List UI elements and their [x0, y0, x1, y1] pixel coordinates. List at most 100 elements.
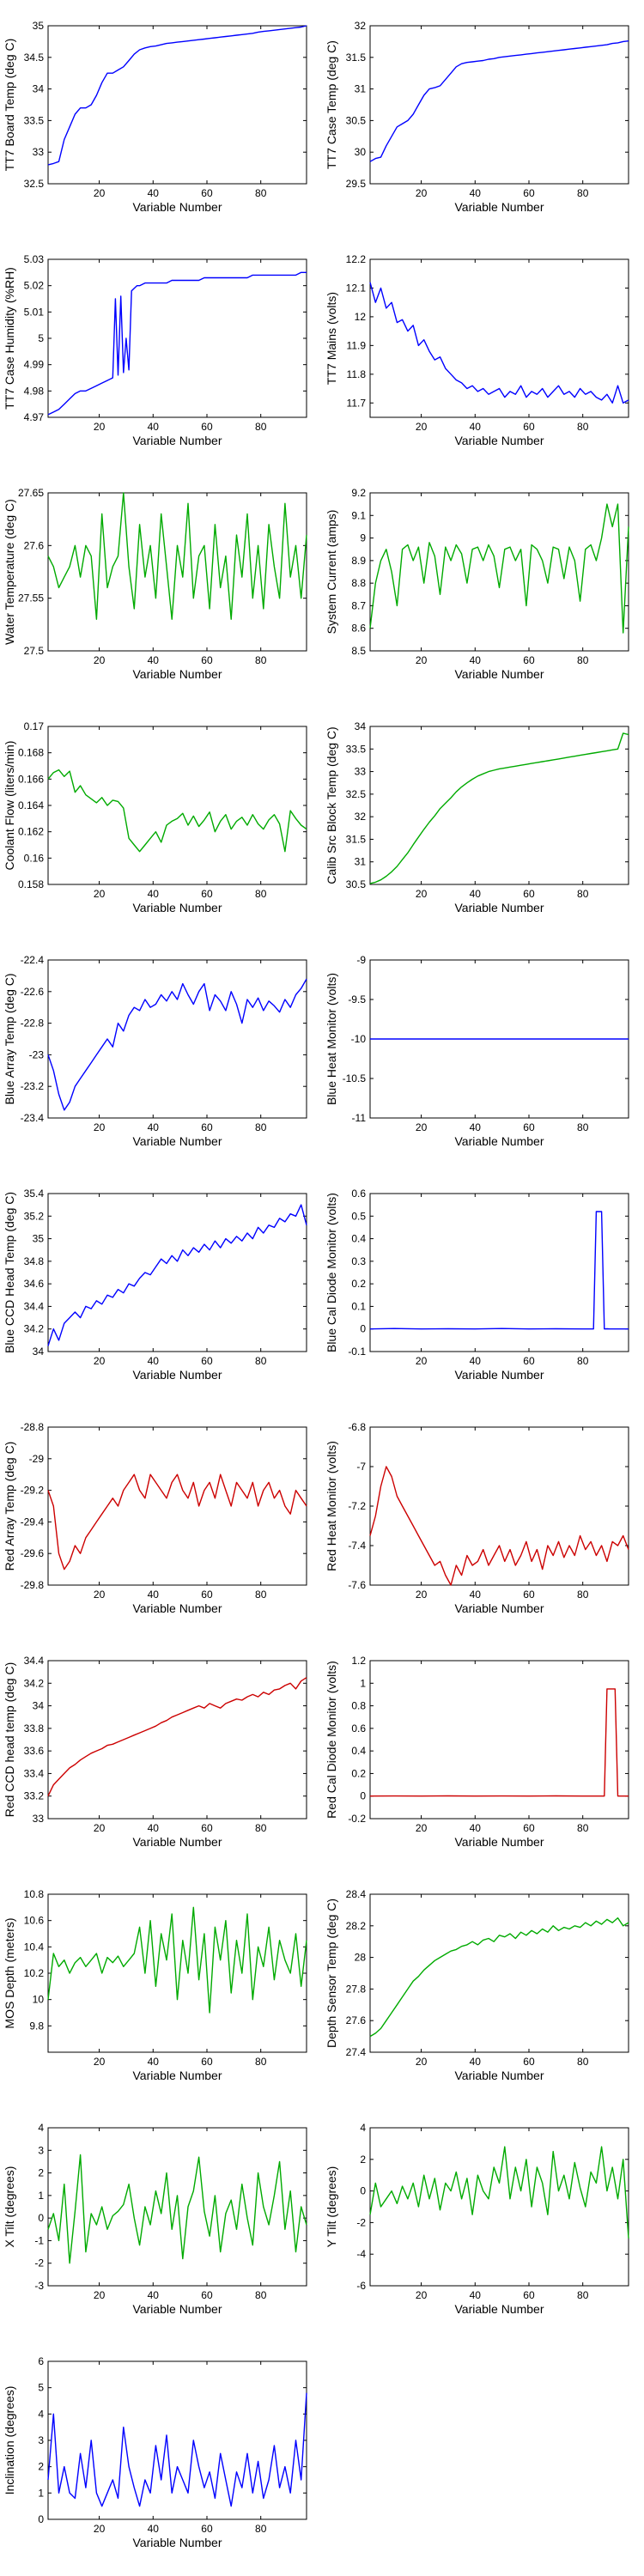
x-tick-label: 40	[148, 1121, 160, 1133]
x-tick-label: 80	[577, 654, 589, 666]
x-tick-label: 80	[577, 1822, 589, 1834]
x-tick-label: 40	[470, 2289, 482, 2301]
x-tick-label: 20	[94, 2523, 106, 2535]
y-tick-label: 33	[355, 766, 367, 778]
plot-area	[47, 1660, 307, 1820]
series-line	[47, 1677, 307, 1797]
line-chart: 20 40 60 80 0 1 2 3 4 5 6 Variable Number Inclinatio…	[3, 2355, 307, 2549]
line-chart: 20 40 60 80 29.5 30 30.5 31 31.5 32 Variable Numbe…	[325, 20, 629, 214]
y-tick-label: -23.2	[21, 1080, 45, 1092]
y-tick-label: 8.6	[351, 623, 366, 635]
x-tick-label: 20	[94, 888, 106, 900]
y-axis-label: Blue Heat Monitor (volts)	[325, 973, 338, 1105]
series-line	[369, 1688, 629, 1797]
y-tick-label: -9	[356, 954, 366, 966]
y-tick-label: 0	[360, 1323, 366, 1335]
y-axis-label: Calib Src Block Temp (deg C)	[325, 726, 338, 884]
y-tick-label: 34.4	[24, 1300, 45, 1312]
y-tick-label: 0.162	[18, 826, 44, 838]
plot-area	[369, 2127, 629, 2287]
x-tick-label: 80	[577, 187, 589, 199]
chart-panel: 20 40 60 80 -0.2 0 0.2 0.4 0.6 0.8 1 1.2 Variable Nu…	[322, 1635, 644, 1868]
y-tick-label: 10	[33, 1994, 45, 2006]
x-tick-label: 20	[94, 187, 106, 199]
x-tick-label: 60	[201, 1822, 213, 1834]
x-tick-label: 40	[470, 654, 482, 666]
series-line	[47, 2154, 307, 2264]
y-tick-label: -6.8	[348, 1421, 366, 1433]
x-axis-label: Variable Number	[132, 667, 222, 681]
x-axis-label: Variable Number	[454, 200, 544, 214]
x-axis-label: Variable Number	[454, 2302, 544, 2316]
y-tick-label: -29.2	[21, 1485, 45, 1497]
y-tick-label: 28	[355, 1952, 367, 1964]
x-tick-label: 40	[470, 421, 482, 433]
y-tick-label: 6	[38, 2355, 44, 2367]
x-tick-label: 60	[201, 2523, 213, 2535]
chart-panel: 20 40 60 80 -7.6 -7.4 -7.2 -7 -6.8 Variable Numbe…	[322, 1401, 644, 1635]
y-tick-label: 33.4	[24, 1767, 45, 1779]
y-tick-label: 4	[360, 2122, 366, 2134]
y-tick-label: 12	[355, 311, 367, 323]
series-line	[47, 769, 307, 853]
y-axis-label: Red Cal Diode Monitor (volts)	[325, 1661, 338, 1819]
plot-area	[47, 25, 307, 185]
y-tick-label: 33	[33, 146, 45, 158]
chart-panel: 20 40 60 80 -11 -10.5 -10 -9.5 -9 Variable Number…	[322, 934, 644, 1168]
y-tick-label: -22.8	[21, 1018, 45, 1030]
x-tick-label: 60	[201, 187, 213, 199]
x-tick-label: 60	[523, 187, 535, 199]
x-tick-label: 80	[255, 1822, 267, 1834]
y-tick-label: 34.6	[24, 1278, 45, 1290]
x-tick-label: 80	[255, 888, 267, 900]
y-axis-label: TT7 Case Humidity (%RH)	[3, 267, 16, 410]
y-tick-label: -6	[356, 2280, 366, 2292]
y-tick-label: 27.6	[346, 2014, 367, 2026]
y-tick-label: 1	[38, 2190, 44, 2202]
y-tick-label: -3	[34, 2280, 44, 2292]
y-tick-label: 0.5	[351, 1210, 366, 1222]
x-tick-label: 20	[94, 1121, 106, 1133]
y-tick-label: 9.2	[351, 487, 366, 499]
line-chart: 20 40 60 80 30.5 31 31.5 32 32.5 33 33.5 34 Variable…	[325, 720, 629, 914]
chart-panel: 20 40 60 80 8.5 8.6 8.7 8.8 8.9 9 9.1 9.2 Variable N…	[322, 467, 644, 701]
y-tick-label: 34.4	[24, 1655, 45, 1667]
y-axis-label: Depth Sensor Temp (deg C)	[325, 1899, 338, 2048]
y-tick-label: 10.2	[24, 1967, 45, 1979]
x-tick-label: 80	[255, 2523, 267, 2535]
y-axis-label: Red CCD head temp (deg C)	[3, 1662, 16, 1818]
y-tick-label: 4.99	[24, 359, 45, 371]
x-tick-label: 20	[94, 1589, 106, 1601]
line-chart: 20 40 60 80 34 34.2 34.4 34.6 34.8 35 35.2 35.4 Vari…	[3, 1188, 307, 1382]
chart-panel: 20 40 60 80 27.4 27.6 27.8 28 28.2 28.4 Variable N…	[322, 1868, 644, 2102]
y-tick-label: 10.6	[24, 1915, 45, 1927]
x-axis-label: Variable Number	[132, 2302, 222, 2316]
series-line	[47, 271, 307, 416]
chart-panel: 20 40 60 80 11.7 11.8 11.9 12 12.1 12.2 Variable N…	[322, 234, 644, 467]
y-axis-label: Red Heat Monitor (volts)	[325, 1441, 338, 1571]
y-tick-label: 12.2	[346, 253, 367, 265]
y-tick-label: 0.6	[351, 1188, 366, 1200]
y-tick-label: -28.8	[21, 1421, 45, 1433]
y-tick-label: 34.2	[24, 1677, 45, 1689]
x-tick-label: 40	[148, 888, 160, 900]
x-tick-label: 20	[94, 654, 106, 666]
plot-area	[47, 959, 307, 1119]
x-tick-label: 20	[94, 2056, 106, 2068]
y-tick-label: 0.2	[351, 1767, 366, 1779]
x-tick-label: 40	[148, 654, 160, 666]
x-tick-label: 40	[148, 2289, 160, 2301]
y-tick-label: 31	[355, 83, 367, 95]
y-tick-label: 10.8	[24, 1888, 45, 1900]
line-chart: 20 40 60 80 33 33.2 33.4 33.6 33.8 34 34.2 34.4 Vari…	[3, 1655, 307, 1849]
chart-panel: 20 40 60 80 4.97 4.98 4.99 5 5.01 5.02 5.03 Variabl…	[0, 234, 322, 467]
y-tick-label: 8.8	[351, 577, 366, 589]
y-tick-label: 9.1	[351, 509, 366, 521]
plot-area	[47, 492, 307, 652]
y-tick-label: -10	[351, 1033, 367, 1045]
y-tick-label: -11	[352, 1112, 367, 1124]
y-tick-label: 27.4	[346, 2046, 367, 2058]
line-chart: 20 40 60 80 -0.1 0 0.1 0.2 0.3 0.4 0.5 0.6 Variable …	[325, 1188, 629, 1382]
plot-area	[369, 25, 629, 185]
